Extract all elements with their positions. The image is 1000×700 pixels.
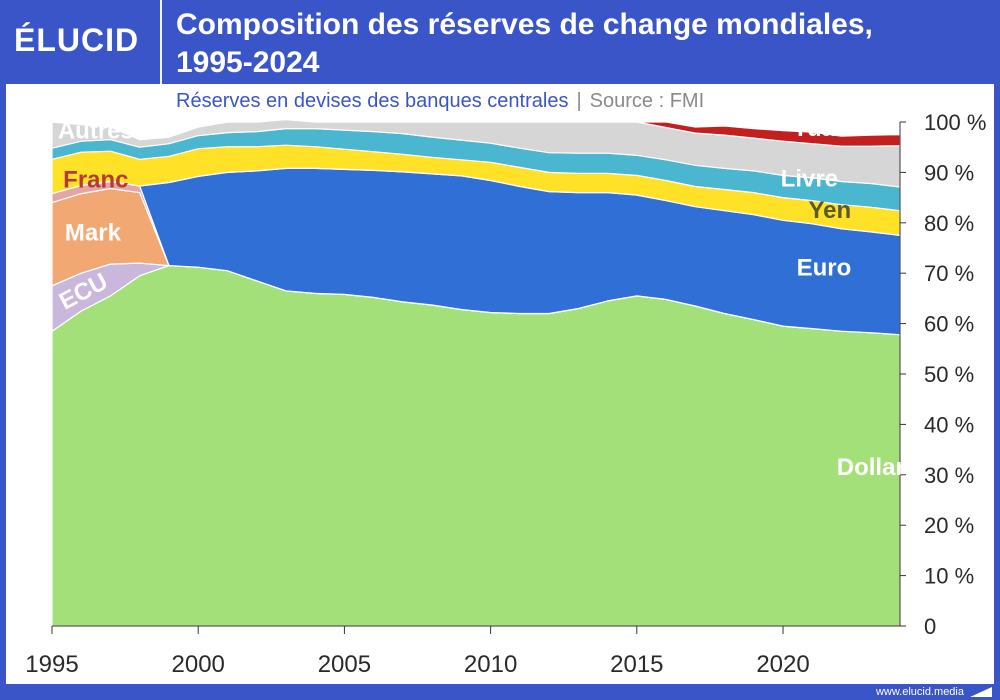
y-tick-label: 0 [924, 614, 936, 639]
subtitle-source: Source : FMI [589, 90, 705, 112]
y-tick-label: 100 % [924, 110, 986, 135]
y-tick-label: 40 % [924, 412, 974, 437]
series-label-yen: Yen [808, 197, 851, 224]
elucid-logo[interactable]: ÉLUCID [14, 22, 140, 58]
y-tick-label: 10 % [924, 564, 974, 589]
x-tick-label: 2020 [756, 651, 809, 678]
x-tick-label: 2005 [318, 651, 371, 678]
series-label-euro: Euro [797, 255, 852, 282]
footer-url[interactable]: www.elucid.media [875, 686, 964, 698]
title-line-1: Composition des réserves de change mondi… [176, 8, 873, 41]
x-tick-label: 2000 [172, 651, 225, 678]
title-line-2: 1995-2024 [176, 46, 320, 79]
y-tick-label: 60 % [924, 312, 974, 337]
x-tick-label: 2010 [464, 651, 517, 678]
subtitle-main: Réserves en devises des banques centrale… [176, 90, 569, 112]
y-tick-label: 50 % [924, 362, 974, 387]
header: ÉLUCID Composition des réserves de chang… [0, 0, 1000, 84]
y-tick-label: 90 % [924, 160, 974, 185]
series-label-mark: Mark [65, 219, 122, 246]
y-tick-label: 30 % [924, 463, 974, 488]
y-tick-label: 80 % [924, 211, 974, 236]
series-label-yuan: Yuan [792, 115, 849, 142]
series-label-autres: Autres [58, 118, 134, 145]
subtitle-separator: | [576, 90, 582, 112]
page-title: Composition des réserves de change mondi… [176, 6, 986, 82]
series-label-livre: Livre [781, 166, 838, 193]
series-label-dollar: Dollar [837, 454, 905, 481]
elucid-mark-icon [970, 687, 992, 697]
x-tick-label: 2015 [610, 651, 663, 678]
series-label-franc: Franc [63, 167, 128, 194]
y-tick-label: 20 % [924, 513, 974, 538]
y-tick-label: 70 % [924, 261, 974, 286]
x-tick-label: 1995 [25, 651, 78, 678]
header-divider [160, 0, 162, 84]
chart-subtitle: Réserves en devises des banques centrale… [176, 90, 704, 113]
